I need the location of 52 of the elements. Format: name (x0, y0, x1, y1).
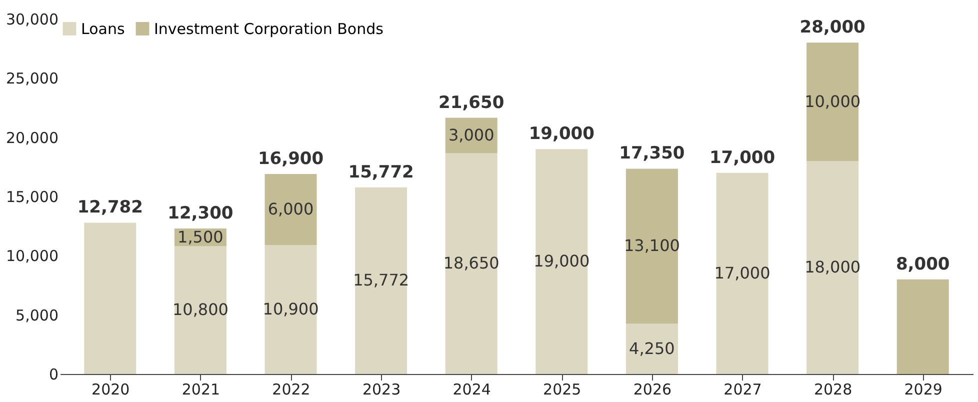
x-tick-label: 2023 (362, 380, 401, 398)
bar (355, 187, 408, 374)
total-label: 12,782 (77, 198, 143, 218)
y-tick-label: 15,000 (6, 188, 58, 206)
data-label: 1,500 (178, 227, 224, 246)
bar (536, 149, 588, 374)
y-tick-label: 20,000 (6, 128, 58, 147)
legend-label: Investment Corporation Bonds (154, 20, 384, 38)
data-label: 3,000 (448, 126, 494, 145)
bar (264, 174, 317, 246)
total-label: 19,000 (528, 124, 595, 144)
x-tick-label: 2024 (452, 380, 491, 398)
x-tick-label: 2026 (633, 380, 672, 398)
y-tick-label: 0 (48, 366, 58, 384)
data-label: 6,000 (268, 200, 314, 219)
bar (626, 324, 678, 374)
y-tick-label: 10,000 (6, 247, 58, 266)
x-tick-label: 2029 (904, 380, 942, 398)
x-tick-label: 2025 (543, 380, 582, 398)
data-label: 17,000 (714, 263, 770, 282)
x-tick-label: 2022 (272, 380, 310, 398)
total-label: 15,772 (348, 162, 414, 182)
bar (84, 222, 136, 374)
x-tick-label: 2028 (814, 380, 852, 398)
total-label: 28,000 (800, 18, 866, 38)
total-label: 8,000 (896, 254, 950, 274)
y-tick-label: 25,000 (6, 70, 58, 88)
x-tick-label: 2020 (92, 380, 130, 398)
legend-label: Loans (81, 20, 125, 38)
total-label: 16,900 (258, 149, 324, 170)
y-tick-label: 5,000 (16, 306, 58, 324)
data-label: 18,000 (804, 258, 861, 276)
data-label: 4,250 (629, 338, 675, 358)
y-tick-label: 30,000 (6, 10, 58, 28)
bar (174, 246, 226, 374)
bar (806, 161, 859, 374)
total-label: 21,650 (438, 92, 504, 113)
bar (445, 153, 498, 374)
data-label: 18,650 (443, 254, 500, 273)
data-label: 19,000 (534, 252, 590, 271)
total-label: 17,350 (619, 144, 685, 164)
data-label: 10,900 (262, 300, 319, 319)
bar (896, 279, 949, 374)
total-label: 17,000 (709, 148, 776, 168)
data-label: 10,800 (172, 300, 228, 320)
bar (716, 172, 768, 374)
total-label: 12,300 (168, 203, 234, 224)
x-tick-label: 2021 (182, 380, 220, 398)
bar (264, 245, 317, 374)
data-label: 15,772 (353, 270, 410, 290)
x-tick-label: 2027 (724, 380, 762, 398)
bar (626, 168, 678, 324)
